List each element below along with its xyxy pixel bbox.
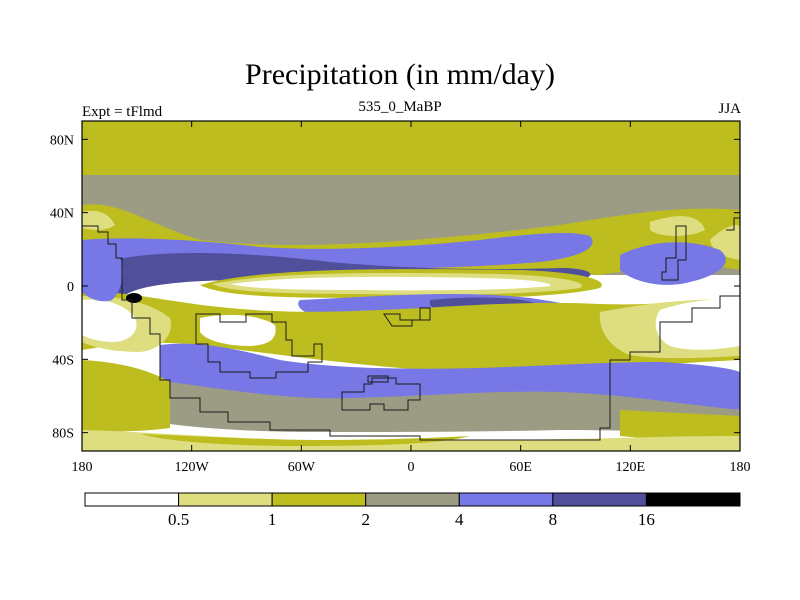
band-southern-ocean-gray bbox=[170, 382, 740, 432]
map-field bbox=[82, 121, 740, 451]
region-southeast-pacific-dry bbox=[82, 299, 137, 342]
x-tick-label: 120E bbox=[616, 460, 646, 475]
region-indian-ocean-dry bbox=[655, 299, 740, 350]
colorbar-label: 8 bbox=[549, 510, 558, 529]
region-south-midlat-yellow bbox=[82, 360, 740, 440]
band-polar-north bbox=[82, 121, 740, 181]
continent-outline-asia bbox=[661, 217, 740, 281]
time-label: 535_0_MaBP bbox=[358, 99, 442, 115]
region-south-america-wet bbox=[160, 343, 740, 410]
x-tick-label: 0 bbox=[408, 460, 415, 475]
x-tick-label: 180 bbox=[730, 460, 751, 475]
colorbar-box bbox=[178, 492, 273, 507]
region-north-wet-band bbox=[82, 233, 726, 285]
colorbar-label: 2 bbox=[361, 510, 370, 529]
y-tick-label: 40S bbox=[52, 353, 74, 368]
axes: 180 120W 60W 0 60E 120E 180 80N 40N 0 40S 80S bbox=[50, 121, 751, 475]
region-south-subtropic-light bbox=[82, 296, 740, 359]
colorbar-box bbox=[458, 492, 554, 507]
y-tick-label: 0 bbox=[67, 280, 74, 295]
colorbar: 0.5 1 2 4 8 16 bbox=[84, 492, 741, 529]
continent-outline-americas bbox=[82, 225, 740, 441]
x-tick-label: 180 bbox=[72, 460, 93, 475]
colorbar-box bbox=[271, 492, 367, 507]
colorbar-label: 16 bbox=[638, 510, 655, 529]
x-tick-label: 60W bbox=[288, 460, 316, 475]
y-tick-label: 80N bbox=[50, 133, 74, 148]
x-tick-label: 60E bbox=[509, 460, 532, 475]
colorbar-box bbox=[645, 492, 741, 507]
region-pacific-coast-wet bbox=[82, 247, 123, 302]
experiment-label: Expt = tFlmd bbox=[82, 104, 163, 120]
band-antarctic bbox=[82, 430, 740, 451]
colorbar-label: 0.5 bbox=[168, 510, 189, 529]
region-equatorial-driest bbox=[230, 276, 551, 291]
continent-outline-africa-east bbox=[383, 307, 431, 327]
colorbar-label: 1 bbox=[268, 510, 277, 529]
colorbar-label: 4 bbox=[455, 510, 464, 529]
continent-outline-island bbox=[341, 375, 421, 411]
colorbar-box bbox=[365, 492, 460, 507]
x-tick-label: 120W bbox=[175, 460, 210, 475]
region-south-subtropic-yellow bbox=[82, 291, 740, 371]
precip-maximum bbox=[126, 293, 142, 303]
continent-outline-africa bbox=[195, 313, 323, 379]
region-antarctic-yellow bbox=[140, 434, 470, 446]
colorbar-box bbox=[552, 492, 647, 507]
region-south-atlantic-dry bbox=[200, 314, 276, 346]
season-label: JJA bbox=[718, 101, 741, 117]
colorbar-box bbox=[84, 492, 180, 507]
chart-title: Precipitation (in mm/day) bbox=[245, 58, 555, 91]
y-tick-label: 80S bbox=[52, 427, 74, 442]
y-tick-label: 40N bbox=[50, 207, 74, 222]
